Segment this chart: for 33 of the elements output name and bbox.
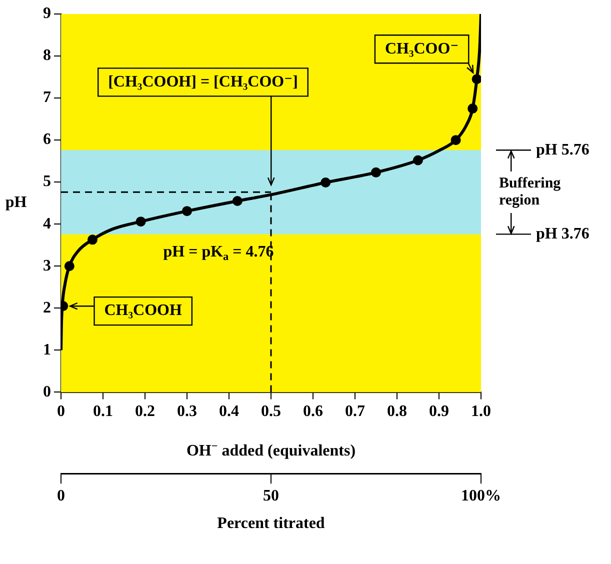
x-tick-label: 0.6 bbox=[303, 402, 323, 420]
x-tick-label: 0.5 bbox=[261, 402, 281, 420]
y-tick-label: 6 bbox=[43, 131, 51, 148]
y-tick-label: 1 bbox=[43, 341, 51, 358]
band-label: Buffering region bbox=[499, 176, 562, 209]
x2-tick-label: 50 bbox=[263, 487, 279, 504]
y-tick-label: 9 bbox=[43, 5, 51, 22]
x2-axis-title: Percent titrated bbox=[217, 515, 325, 532]
annotation: CH₃COOH bbox=[104, 302, 182, 320]
y-tick-label: 7 bbox=[43, 89, 51, 106]
y-tick-label: 5 bbox=[43, 173, 51, 190]
y-tick-label: 2 bbox=[43, 299, 51, 316]
y-tick-label: 8 bbox=[43, 47, 51, 64]
text: pH 5.76 bbox=[536, 141, 590, 158]
text: pH 3.76 bbox=[536, 225, 590, 242]
x2-tick-label: 100% bbox=[461, 487, 501, 504]
x-tick-label: 0.1 bbox=[93, 402, 113, 420]
x-tick-label: 0.2 bbox=[135, 402, 155, 420]
x-tick-label: 0.3 bbox=[177, 402, 197, 420]
y-axis-title: pH bbox=[5, 194, 28, 212]
x-tick-label: 0.9 bbox=[429, 402, 449, 420]
x-tick-label: 0.7 bbox=[345, 402, 365, 420]
x-axis-title: OH− added (equivalents) bbox=[186, 440, 356, 460]
y-tick-label: 0 bbox=[43, 383, 51, 400]
x-tick-label: 0.8 bbox=[387, 402, 407, 420]
annotation: CH₃COO⁻ bbox=[384, 40, 459, 58]
y-tick-label: 3 bbox=[43, 257, 51, 274]
x-tick-label: 0.4 bbox=[219, 402, 239, 420]
x-tick-label: 1.0 bbox=[471, 402, 491, 420]
annotation: [CH₃COOH] = [CH₃COO⁻] bbox=[108, 73, 298, 90]
x-tick-label: 0 bbox=[57, 402, 65, 420]
x2-tick-label: 0 bbox=[57, 487, 65, 504]
y-tick-label: 4 bbox=[43, 215, 51, 232]
